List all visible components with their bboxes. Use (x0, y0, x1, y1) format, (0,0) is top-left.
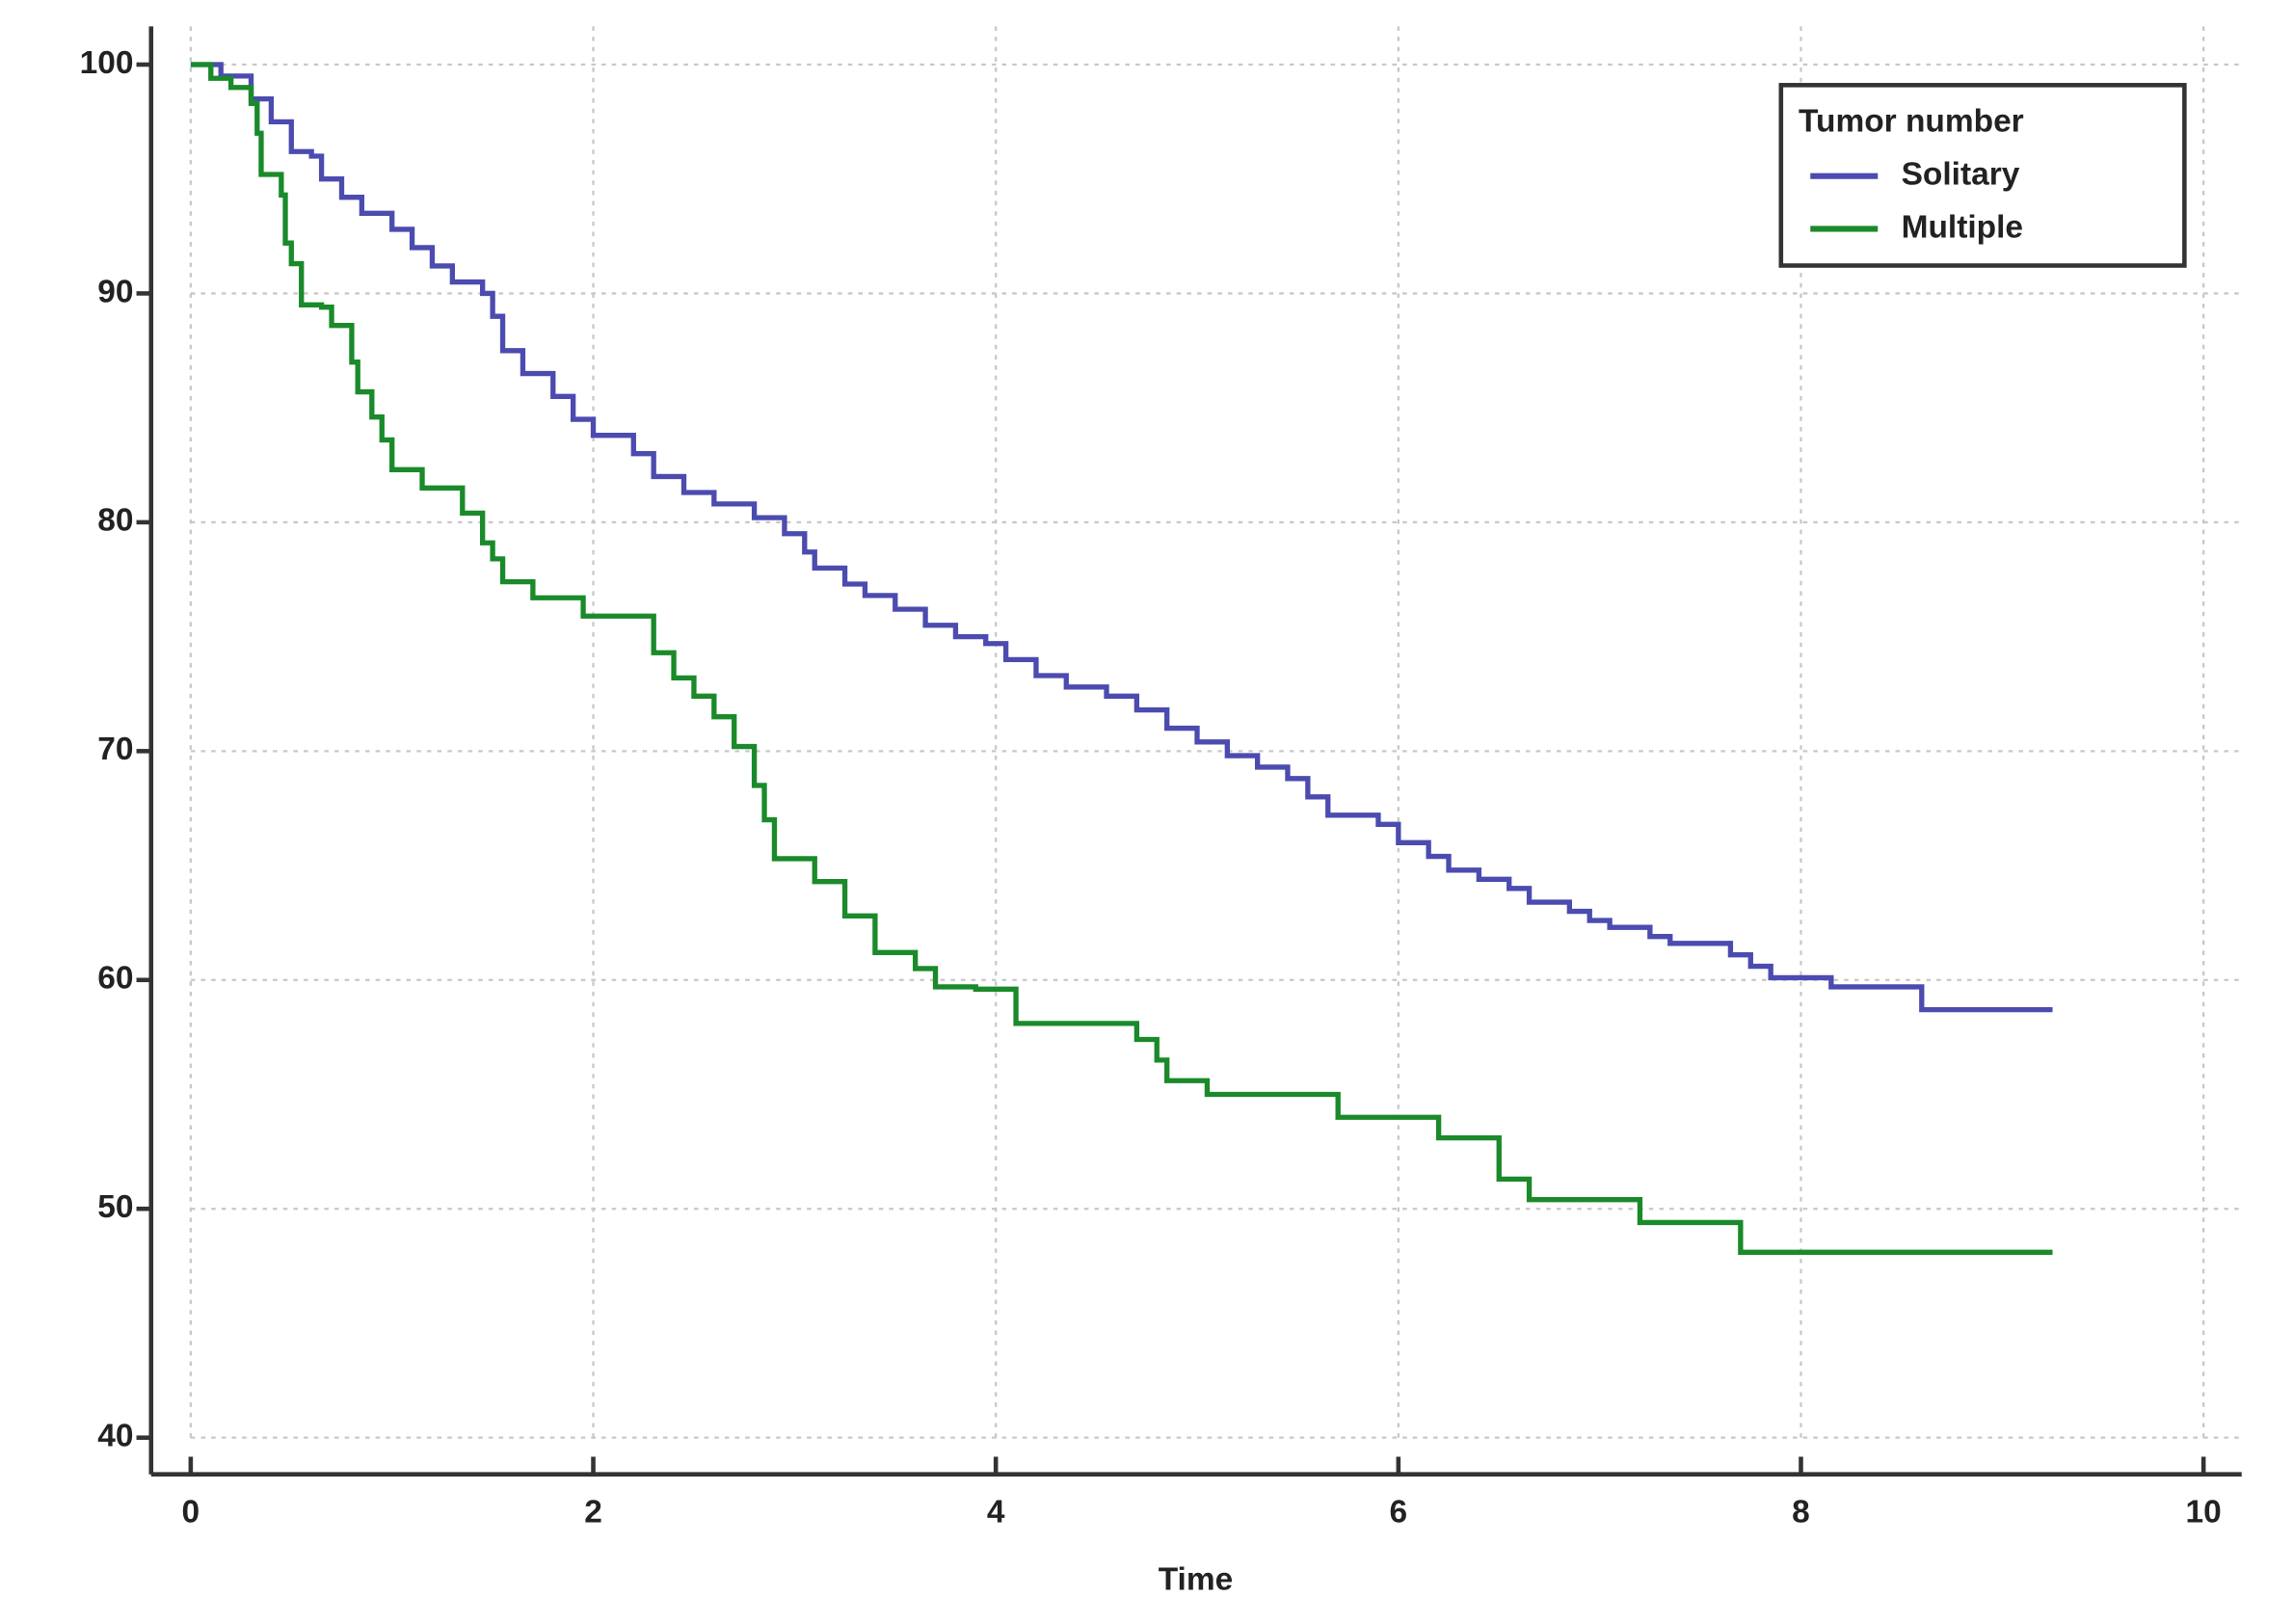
x-tick-label: 10 (2186, 1495, 2222, 1531)
x-axis-label: Time (1159, 1562, 1234, 1598)
x-tick-label: 4 (987, 1495, 1005, 1531)
series-line (190, 62, 2053, 1255)
y-tick-label: 60 (97, 961, 133, 997)
y-tick-label: 90 (97, 274, 133, 309)
x-tick-label: 2 (584, 1495, 602, 1531)
y-tick-label: 70 (97, 732, 133, 767)
legend-title: Tumor number (1799, 104, 2024, 140)
y-tick-label: 80 (97, 503, 133, 539)
y-tick-label: 40 (97, 1419, 133, 1454)
legend-label: Solitary (1902, 157, 2020, 193)
series-line (190, 62, 2053, 1013)
legend-label: Multiple (1902, 209, 2023, 245)
x-tick-label: 6 (1390, 1495, 1408, 1531)
x-tick-label: 8 (1792, 1495, 1810, 1531)
y-tick-label: 50 (97, 1189, 133, 1225)
y-tick-label: 100 (80, 45, 134, 81)
x-tick-label: 0 (182, 1495, 200, 1531)
